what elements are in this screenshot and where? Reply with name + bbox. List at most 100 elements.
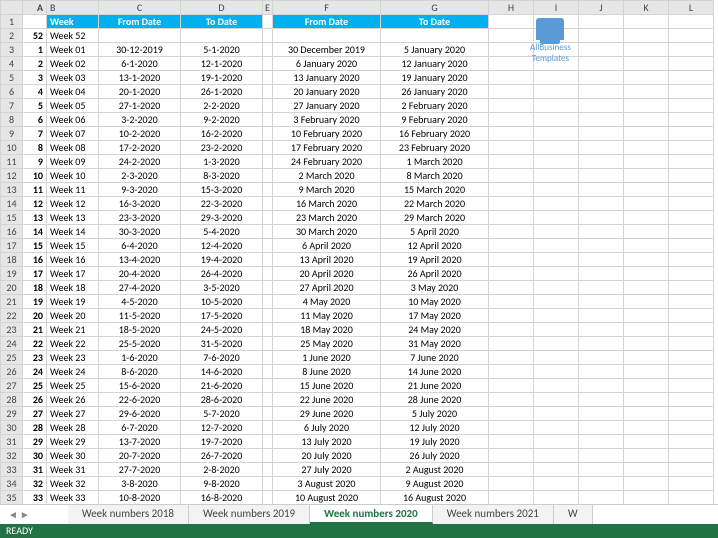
cell[interactable] bbox=[489, 379, 534, 393]
cell-to-date[interactable]: 10-5-2020 bbox=[181, 295, 263, 309]
cell[interactable] bbox=[669, 463, 714, 477]
cell[interactable] bbox=[263, 267, 273, 281]
cell[interactable] bbox=[669, 295, 714, 309]
cell-week-num[interactable]: 7 bbox=[23, 127, 47, 141]
cell[interactable] bbox=[579, 29, 624, 43]
cell-to-date[interactable]: 14-6-2020 bbox=[181, 365, 263, 379]
col-header-J[interactable]: J bbox=[579, 1, 624, 15]
cell[interactable] bbox=[669, 239, 714, 253]
cell-from-date-long[interactable]: 22 June 2020 bbox=[273, 393, 381, 407]
cell[interactable] bbox=[489, 71, 534, 85]
cell-from-date-long[interactable]: 8 June 2020 bbox=[273, 365, 381, 379]
cell-to-date[interactable]: 16-2-2020 bbox=[181, 127, 263, 141]
cell-week-name[interactable]: Week 12 bbox=[47, 197, 99, 211]
cell-from-date[interactable]: 6-1-2020 bbox=[99, 57, 181, 71]
cell-to-date-long[interactable]: 9 August 2020 bbox=[381, 477, 489, 491]
cell-from-date-long[interactable]: 24 February 2020 bbox=[273, 155, 381, 169]
cell[interactable] bbox=[579, 183, 624, 197]
cell[interactable] bbox=[489, 211, 534, 225]
cell-to-date-long[interactable]: 5 April 2020 bbox=[381, 225, 489, 239]
cell[interactable] bbox=[489, 407, 534, 421]
cell-to-date[interactable]: 28-6-2020 bbox=[181, 393, 263, 407]
cell[interactable] bbox=[489, 197, 534, 211]
cell-week-name[interactable]: Week 23 bbox=[47, 351, 99, 365]
cell[interactable] bbox=[579, 225, 624, 239]
cell[interactable] bbox=[489, 253, 534, 267]
col-header-L[interactable]: L bbox=[669, 1, 714, 15]
cell[interactable] bbox=[579, 449, 624, 463]
cell-to-date-long[interactable]: 19 April 2020 bbox=[381, 253, 489, 267]
col-header-G[interactable]: G bbox=[381, 1, 489, 15]
sheet-tab[interactable]: Week numbers 2021 bbox=[433, 505, 554, 524]
header-to-date[interactable]: To Date bbox=[181, 15, 263, 29]
cell[interactable] bbox=[263, 253, 273, 267]
cell[interactable] bbox=[263, 393, 273, 407]
cell[interactable] bbox=[669, 379, 714, 393]
cell[interactable] bbox=[579, 169, 624, 183]
cell-week-num[interactable]: 16 bbox=[23, 253, 47, 267]
cell-to-date-long[interactable]: 7 June 2020 bbox=[381, 351, 489, 365]
cell-week-name[interactable]: Week 28 bbox=[47, 421, 99, 435]
row-header[interactable]: 4 bbox=[1, 57, 23, 71]
cell-week-name[interactable]: Week 27 bbox=[47, 407, 99, 421]
cell[interactable] bbox=[579, 477, 624, 491]
cell-week-num[interactable]: 13 bbox=[23, 211, 47, 225]
cell-week-num[interactable]: 5 bbox=[23, 99, 47, 113]
cell[interactable] bbox=[534, 183, 579, 197]
cell[interactable] bbox=[579, 211, 624, 225]
cell[interactable] bbox=[263, 15, 273, 29]
cell-from-date[interactable]: 9-3-2020 bbox=[99, 183, 181, 197]
cell-week-num[interactable]: 1 bbox=[23, 43, 47, 57]
cell-week-num[interactable]: 26 bbox=[23, 393, 47, 407]
cell-week-name[interactable]: Week 18 bbox=[47, 281, 99, 295]
row-header[interactable]: 20 bbox=[1, 281, 23, 295]
cell-to-date-long[interactable]: 16 August 2020 bbox=[381, 491, 489, 505]
cell-from-date[interactable]: 27-4-2020 bbox=[99, 281, 181, 295]
cell[interactable] bbox=[489, 365, 534, 379]
cell[interactable] bbox=[669, 309, 714, 323]
cell-from-date-long[interactable]: 13 July 2020 bbox=[273, 435, 381, 449]
cell[interactable] bbox=[624, 197, 669, 211]
cell[interactable] bbox=[489, 323, 534, 337]
cell[interactable] bbox=[263, 99, 273, 113]
cell-to-date[interactable]: 7-6-2020 bbox=[181, 351, 263, 365]
col-header-B[interactable]: B bbox=[47, 1, 99, 15]
cell-from-date[interactable]: 25-5-2020 bbox=[99, 337, 181, 351]
cell-to-date[interactable]: 23-2-2020 bbox=[181, 141, 263, 155]
cell[interactable] bbox=[534, 127, 579, 141]
cell[interactable] bbox=[489, 295, 534, 309]
cell[interactable] bbox=[263, 449, 273, 463]
cell[interactable] bbox=[534, 491, 579, 505]
cell-to-date[interactable]: 1-3-2020 bbox=[181, 155, 263, 169]
header-week[interactable]: Week bbox=[47, 15, 99, 29]
cell[interactable] bbox=[263, 365, 273, 379]
cell-to-date[interactable]: 5-4-2020 bbox=[181, 225, 263, 239]
cell-week-name[interactable]: Week 06 bbox=[47, 113, 99, 127]
header-from-date[interactable]: From Date bbox=[99, 15, 181, 29]
cell-week-num[interactable]: 12 bbox=[23, 197, 47, 211]
cell-from-date-long[interactable]: 6 July 2020 bbox=[273, 421, 381, 435]
cell-from-date-long[interactable]: 17 February 2020 bbox=[273, 141, 381, 155]
cell[interactable] bbox=[263, 183, 273, 197]
row-header[interactable]: 12 bbox=[1, 169, 23, 183]
cell[interactable] bbox=[669, 323, 714, 337]
cell-from-date-long[interactable]: 9 March 2020 bbox=[273, 183, 381, 197]
cell[interactable] bbox=[579, 365, 624, 379]
cell[interactable] bbox=[624, 351, 669, 365]
cell[interactable] bbox=[669, 71, 714, 85]
cell[interactable] bbox=[624, 407, 669, 421]
cell-to-date[interactable]: 12-4-2020 bbox=[181, 239, 263, 253]
cell-from-date[interactable]: 17-2-2020 bbox=[99, 141, 181, 155]
cell-week-num[interactable]: 29 bbox=[23, 435, 47, 449]
cell-week-name[interactable]: Week 24 bbox=[47, 365, 99, 379]
cell[interactable] bbox=[489, 155, 534, 169]
cell-to-date[interactable]: 19-4-2020 bbox=[181, 253, 263, 267]
cell-to-date-long[interactable]: 14 June 2020 bbox=[381, 365, 489, 379]
cell[interactable] bbox=[669, 183, 714, 197]
cell-to-date[interactable]: 19-7-2020 bbox=[181, 435, 263, 449]
cell-from-date-long[interactable]: 25 May 2020 bbox=[273, 337, 381, 351]
cell-to-date[interactable]: 16-8-2020 bbox=[181, 491, 263, 505]
cell[interactable] bbox=[273, 29, 381, 43]
cell[interactable] bbox=[534, 309, 579, 323]
cell-week-num[interactable]: 9 bbox=[23, 155, 47, 169]
